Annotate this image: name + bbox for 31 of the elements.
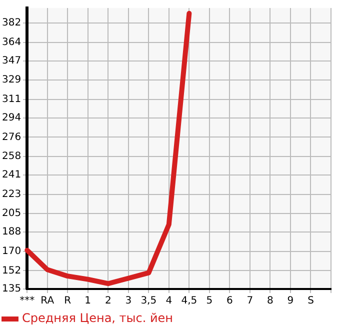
y-tick-label: 170 [2,246,22,257]
y-tick-label: 152 [2,265,22,276]
x-tick-label: R [64,296,72,307]
x-tick-label: 5 [206,296,213,307]
y-tick-label: 364 [2,37,22,48]
y-tick-label: 241 [2,169,22,180]
x-tick-label: 3,5 [140,296,157,307]
y-tick-label: 329 [2,74,22,86]
x-tick-label: 1 [84,296,92,307]
x-tick-label: 3 [125,296,132,307]
y-tick-label: 188 [2,226,22,238]
x-tick-label: 2 [104,296,112,307]
y-tick-label: 205 [2,208,22,220]
y-tick-label: 258 [2,151,22,162]
y-tick-label: 276 [2,132,22,143]
y-tick-label: 311 [2,94,22,106]
x-tick-label: 7 [246,296,254,307]
x-tick-label: 9 [287,296,294,307]
x-tick-label: 4 [166,296,172,307]
x-tick-label: 4,5 [181,296,198,307]
x-tick-label: *** [20,296,35,307]
x-tick-label: 6 [226,296,233,307]
y-tick-label: 223 [2,188,22,200]
y-tick-label: 347 [2,55,22,66]
x-tick-label: S [308,296,314,307]
y-tick-label: 135 [2,284,22,295]
y-tick-label: 294 [2,112,22,124]
legend-label: Средняя Цена, тыс. йен [22,311,174,326]
y-tick-label: 382 [2,18,22,29]
x-tick-label: RA [40,296,54,307]
x-tick-label: 8 [267,296,274,307]
